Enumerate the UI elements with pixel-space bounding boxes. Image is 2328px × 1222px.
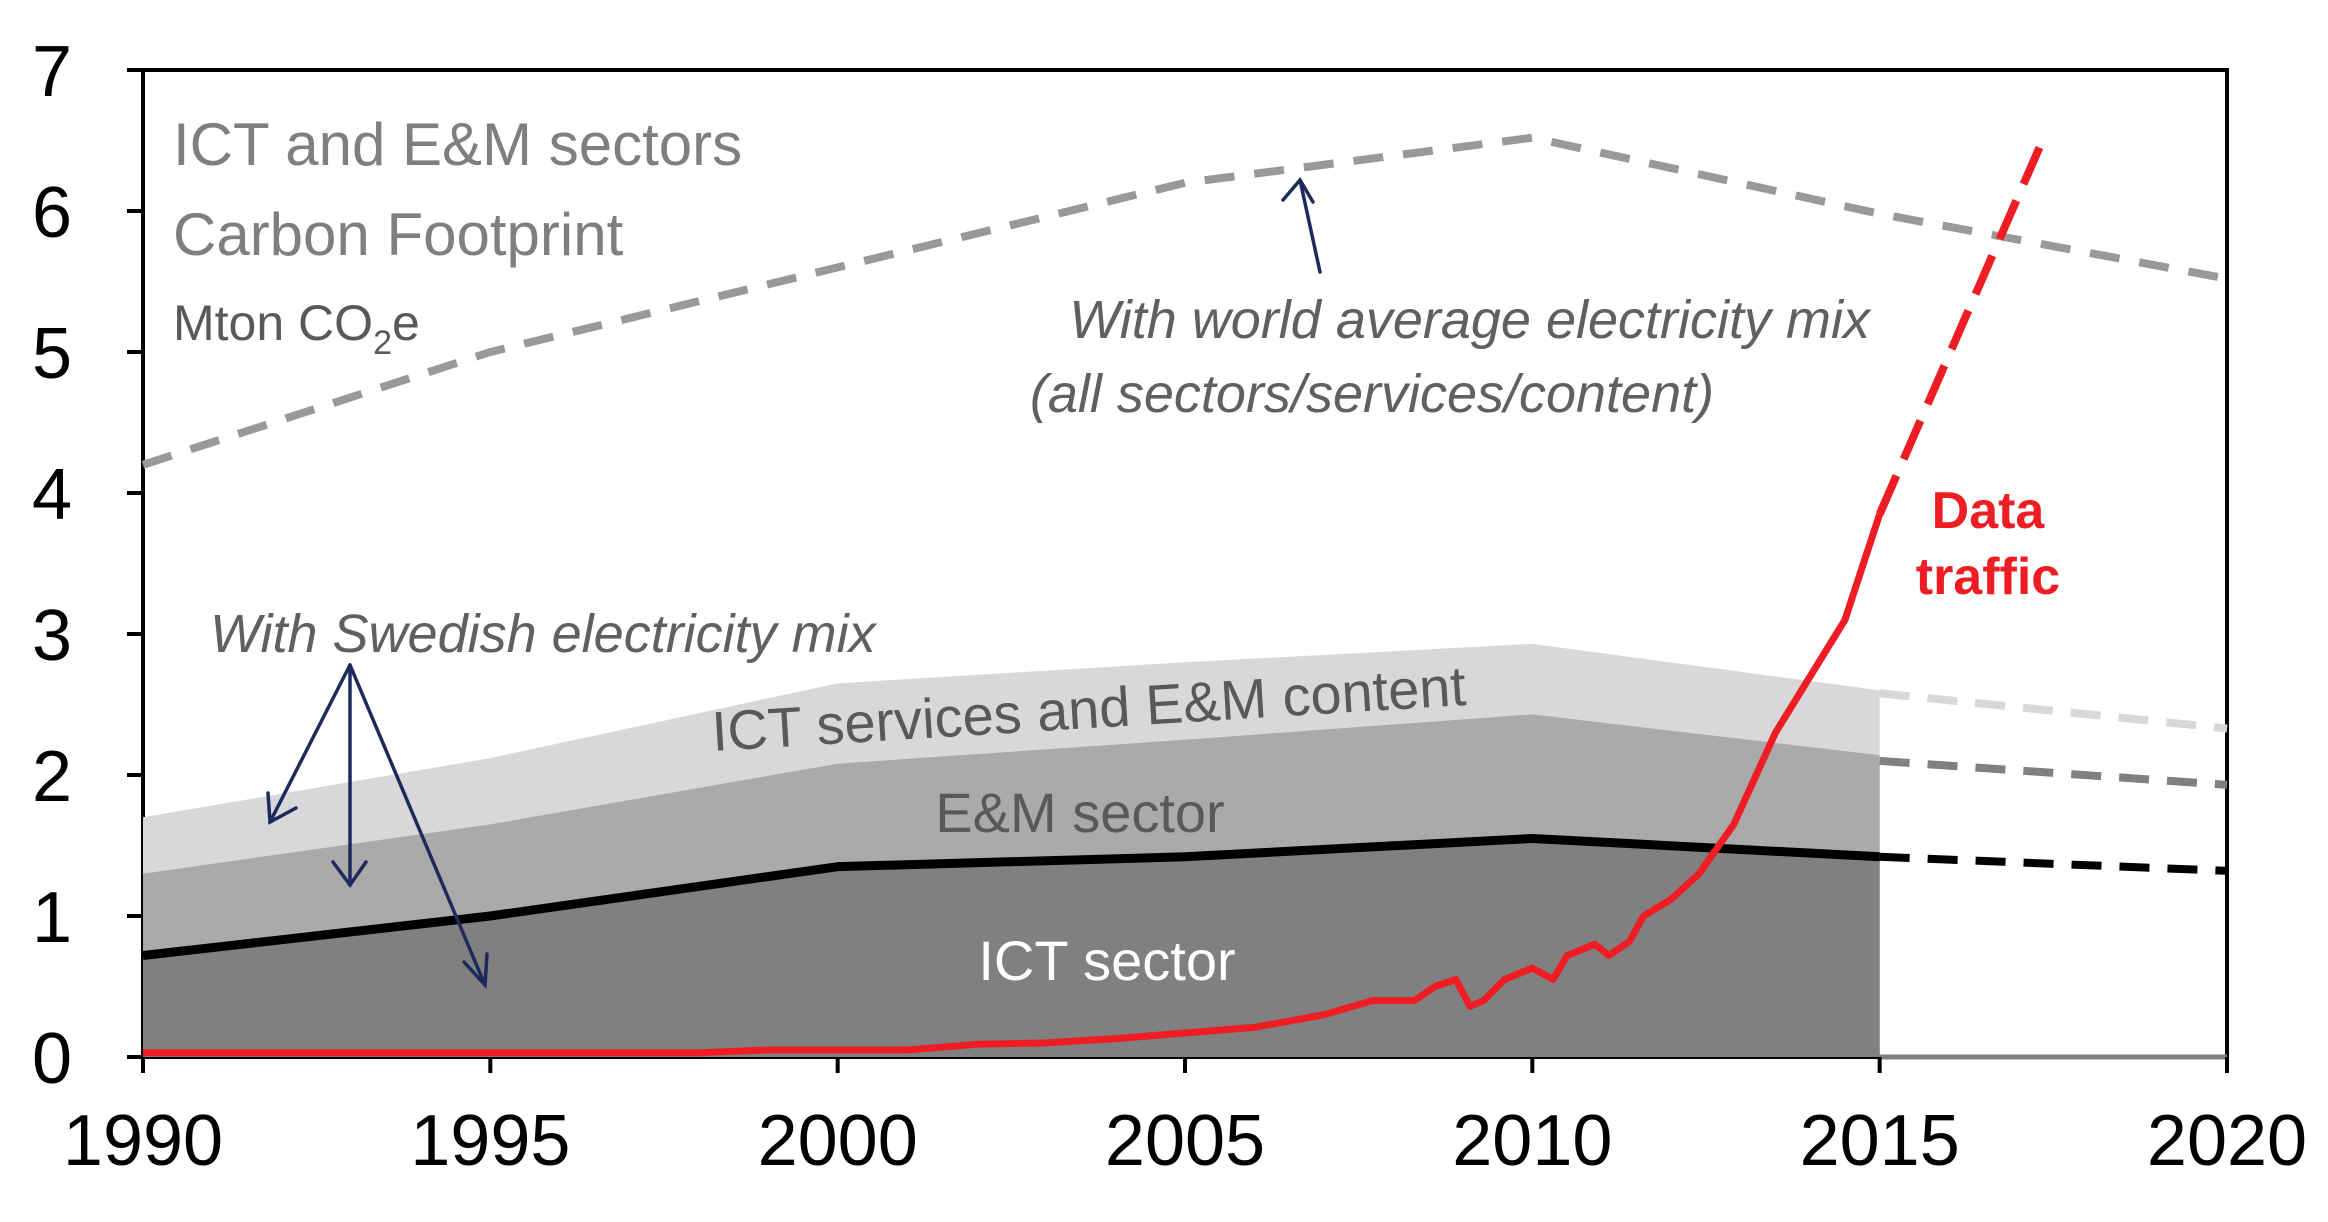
swedish-mix-label: With Swedish electricity mix (210, 604, 878, 664)
ict-services-and-eandm-content-projection-line (1879, 689, 2228, 733)
world-mix-label-line1: With world average electricity mix (1069, 290, 1872, 350)
x-tick-label-2000: 2000 (758, 1101, 918, 1181)
annotation-arrows (266, 176, 1322, 990)
swedish-arrow-1 (268, 663, 352, 824)
x-tick-label-2015: 2015 (1800, 1101, 1960, 1181)
swedish-arrow-1-head (266, 791, 298, 825)
ict-sector-boundary-line (142, 833, 1880, 960)
x-tick-label-2020: 2020 (2147, 1101, 2307, 1181)
em-sector-label: E&M sector (935, 781, 1224, 844)
data-traffic-projection-line (1875, 145, 2044, 516)
y-tick-label-4: 4 (32, 455, 72, 535)
y-tick-label-0: 0 (32, 1019, 72, 1099)
y-tick-label-6: 6 (32, 173, 72, 253)
projection-lines (1879, 689, 2228, 1060)
world-mix-label-line2: (all sectors/services/content) (1030, 364, 1714, 424)
chart-subtitle: Carbon Footprint (173, 201, 624, 268)
chart-title: ICT and E&M sectors (173, 111, 742, 178)
y-tick-label-5: 5 (32, 314, 72, 394)
x-tick-label-1995: 1995 (410, 1101, 570, 1181)
series-lines (141, 133, 2228, 1057)
data-traffic-line (143, 513, 1883, 1057)
swedish-arrow-3-head (462, 952, 489, 990)
world-mix-arrow-head (1281, 176, 1315, 204)
world-mix-arrow (1298, 178, 1322, 274)
data-traffic-label-line2: traffic (1916, 548, 2060, 606)
x-tick-label-1990: 1990 (63, 1101, 223, 1181)
x-tick-label-2010: 2010 (1452, 1101, 1612, 1181)
swedish-arrow-3 (348, 663, 487, 987)
y-tick-label-1: 1 (32, 878, 72, 958)
area-ict-sector (143, 838, 1880, 1057)
swedish-arrow-2-head (331, 860, 368, 889)
axis-ticks: 1990 1995 2000 2005 2010 2015 2020 0 1 2 3 4 5 6 7 (32, 32, 2307, 1181)
y-tick-label-7: 7 (32, 32, 72, 112)
eandm-sector-projection-line (1879, 756, 2228, 789)
y-tick-label-3: 3 (32, 596, 72, 676)
with-world-average-electricity-mix-line (141, 133, 2228, 469)
data-traffic-label-line1: Data (1932, 482, 2046, 540)
y-unit-label: Mton CO2e (173, 295, 420, 362)
y-tick-label-2: 2 (32, 737, 72, 817)
ict-sector-label: ICT sector (978, 929, 1235, 992)
ict-sector-projection-line (1879, 852, 2228, 875)
stacked-areas (142, 643, 1880, 1057)
x-tick-label-2005: 2005 (1105, 1101, 1265, 1181)
